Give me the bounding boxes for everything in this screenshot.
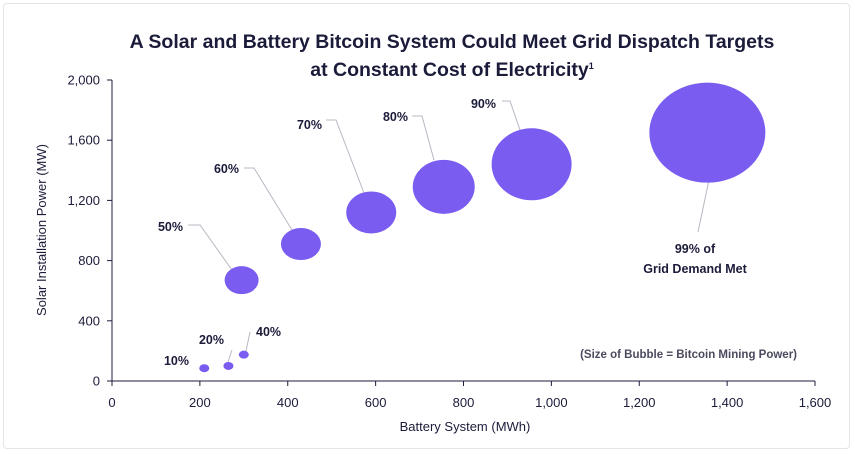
bubble-80 bbox=[412, 159, 475, 214]
axes: 0 400 800 1,200 1,600 2,000 0 200 400 600 800 1,000… bbox=[67, 73, 831, 411]
bubble-label: 99% of bbox=[675, 242, 716, 256]
x-tick-label: 200 bbox=[189, 395, 211, 410]
leader-line bbox=[502, 100, 521, 131]
bubble-label: 70% bbox=[297, 118, 322, 132]
x-tick-label: 0 bbox=[108, 395, 115, 410]
bubble-label: 50% bbox=[158, 220, 183, 234]
bubble-20 bbox=[223, 361, 234, 370]
y-tick-label: 800 bbox=[78, 253, 100, 268]
leader-line bbox=[697, 179, 710, 233]
y-tick-label: 2,000 bbox=[67, 73, 100, 88]
x-tick-label: 1,200 bbox=[623, 395, 656, 410]
leader-line bbox=[326, 119, 365, 194]
y-tick-label: 1,200 bbox=[67, 193, 100, 208]
bubbles bbox=[199, 82, 766, 373]
bubble-40 bbox=[238, 350, 249, 359]
leader-line bbox=[244, 167, 293, 231]
bubble-size-note: (Size of Bubble = Bitcoin Mining Power) bbox=[580, 349, 797, 361]
x-tick-label: 1,400 bbox=[711, 395, 744, 410]
y-tick-label: 400 bbox=[78, 313, 100, 328]
chart-frame bbox=[3, 3, 850, 449]
bubble-99of bbox=[649, 82, 766, 183]
bubble-label: 90% bbox=[471, 97, 496, 111]
title-footnote: 1 bbox=[589, 61, 594, 71]
leader-line bbox=[245, 331, 251, 352]
bubble-label: 10% bbox=[164, 354, 189, 368]
x-tick-label: 1,000 bbox=[535, 395, 568, 410]
chart-title-line2: at Constant Cost of Electricity1 bbox=[310, 59, 593, 81]
bubble-label: 80% bbox=[383, 110, 408, 124]
bubble-50 bbox=[224, 266, 259, 295]
bubble-labels: 10% 20% 40% 50% 60% 70% 80% 90% 99% of Grid Deman… bbox=[158, 97, 748, 368]
bubble-70 bbox=[346, 191, 397, 234]
bubble-label: 40% bbox=[256, 325, 281, 339]
leader-line bbox=[188, 224, 233, 271]
bubble-label-line2: Grid Demand Met bbox=[643, 262, 747, 276]
bubble-90 bbox=[491, 128, 572, 201]
x-tick-label: 600 bbox=[365, 395, 387, 410]
bubble-60 bbox=[280, 228, 321, 261]
leader-line bbox=[227, 349, 233, 363]
bubble-label: 20% bbox=[199, 333, 224, 347]
y-tick-label: 0 bbox=[93, 374, 100, 389]
y-tick-label: 1,600 bbox=[67, 133, 100, 148]
chart-title-line1: A Solar and Battery Bitcoin System Could… bbox=[130, 31, 775, 53]
x-axis-label: Battery System (MWh) bbox=[400, 419, 531, 434]
x-tick-label: 400 bbox=[277, 395, 299, 410]
bubble-label: 60% bbox=[214, 162, 239, 176]
leader-lines bbox=[188, 100, 710, 363]
x-tick-label: 1,600 bbox=[799, 395, 832, 410]
leader-line bbox=[412, 115, 435, 161]
y-axis-label: Solar Installation Power (MW) bbox=[34, 144, 49, 316]
x-tick-label: 800 bbox=[453, 395, 475, 410]
bubble-10 bbox=[199, 364, 210, 373]
